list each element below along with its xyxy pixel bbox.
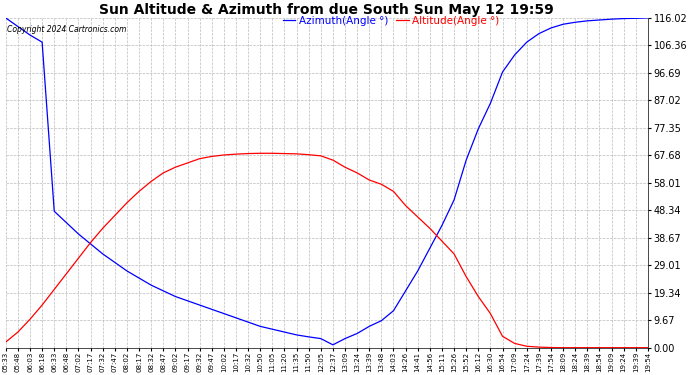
Altitude(Angle °) xyxy=(559,345,567,350)
Legend: Azimuth(Angle °), Altitude(Angle °): Azimuth(Angle °), Altitude(Angle °) xyxy=(279,11,503,30)
Azimuth(Angle °) xyxy=(328,343,337,347)
Altitude(Angle °) xyxy=(365,178,373,182)
Line: Azimuth(Angle °): Azimuth(Angle °) xyxy=(6,18,648,345)
Altitude(Angle °) xyxy=(402,203,410,208)
Title: Sun Altitude & Azimuth from due South Sun May 12 19:59: Sun Altitude & Azimuth from due South Su… xyxy=(99,3,554,17)
Altitude(Angle °) xyxy=(110,213,119,218)
Altitude(Angle °) xyxy=(256,151,264,156)
Altitude(Angle °) xyxy=(244,152,253,156)
Altitude(Angle °) xyxy=(389,189,397,194)
Azimuth(Angle °) xyxy=(1,16,10,20)
Azimuth(Angle °) xyxy=(644,16,652,20)
Azimuth(Angle °) xyxy=(402,289,410,293)
Azimuth(Angle °) xyxy=(450,198,458,202)
Line: Altitude(Angle °): Altitude(Angle °) xyxy=(6,153,648,348)
Altitude(Angle °) xyxy=(450,252,458,256)
Azimuth(Angle °) xyxy=(110,260,119,265)
Azimuth(Angle °) xyxy=(389,309,397,313)
Altitude(Angle °) xyxy=(644,345,652,350)
Altitude(Angle °) xyxy=(1,340,10,344)
Azimuth(Angle °) xyxy=(365,324,373,328)
Azimuth(Angle °) xyxy=(244,320,253,324)
Text: Copyright 2024 Cartronics.com: Copyright 2024 Cartronics.com xyxy=(7,24,126,33)
